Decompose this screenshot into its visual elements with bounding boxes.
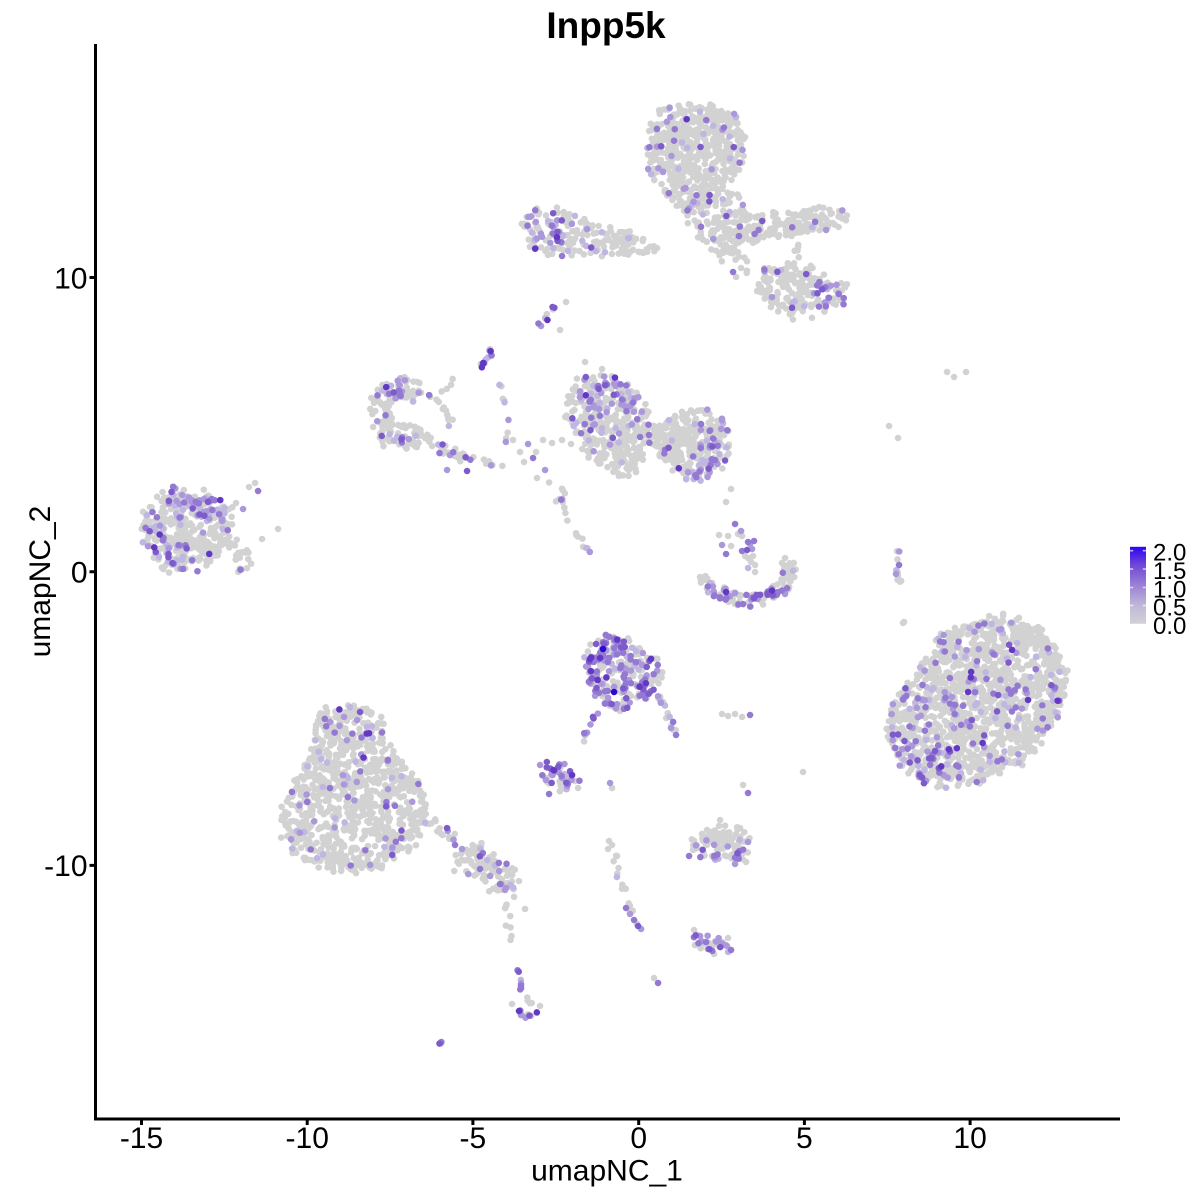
svg-text:Inpp5k: Inpp5k <box>546 5 666 46</box>
svg-text:0: 0 <box>630 1122 647 1155</box>
svg-text:-15: -15 <box>120 1122 163 1155</box>
svg-text:-5: -5 <box>460 1122 487 1155</box>
svg-text:umapNC_1: umapNC_1 <box>531 1155 683 1188</box>
svg-text:0: 0 <box>71 556 88 589</box>
svg-text:-10: -10 <box>286 1122 329 1155</box>
svg-text:1.0: 1.0 <box>1153 576 1186 603</box>
svg-text:10: 10 <box>953 1122 986 1155</box>
svg-text:0.5: 0.5 <box>1153 595 1186 622</box>
svg-text:1.5: 1.5 <box>1153 558 1186 585</box>
svg-text:0.0: 0.0 <box>1153 613 1186 640</box>
svg-text:5: 5 <box>796 1122 813 1155</box>
svg-text:10: 10 <box>54 262 87 295</box>
svg-text:umapNC_2: umapNC_2 <box>24 506 57 658</box>
svg-text:-10: -10 <box>44 850 87 883</box>
svg-text:2.0: 2.0 <box>1153 540 1186 567</box>
